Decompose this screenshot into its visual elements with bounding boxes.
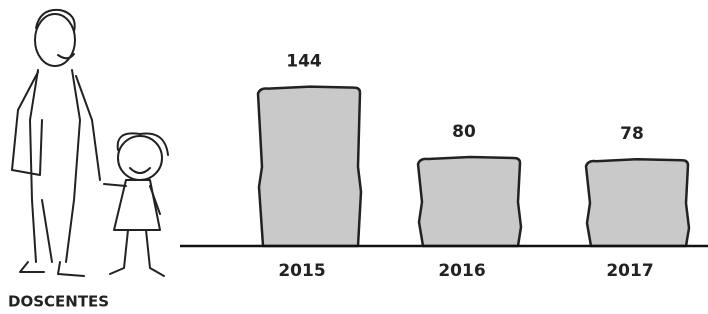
value-label: 80 — [452, 122, 476, 142]
x-tick-label: 2015 — [278, 261, 325, 281]
bar — [258, 87, 361, 246]
bar — [586, 159, 689, 246]
teacher-feet — [20, 262, 84, 276]
x-tick-label: 2017 — [606, 261, 653, 281]
chart: DOSCENTES 144 2015 80 2016 78 2017 — [0, 0, 708, 314]
teacher-arm — [12, 72, 42, 175]
x-tick-label: 2016 — [438, 261, 485, 281]
girl-arms — [104, 184, 160, 214]
girl-smile — [130, 168, 150, 173]
caption: DOSCENTES — [8, 293, 109, 311]
bar — [418, 157, 521, 246]
teacher-body — [30, 70, 80, 262]
value-label: 144 — [286, 52, 322, 72]
girl-dress — [114, 180, 160, 230]
girl-legs — [110, 230, 164, 276]
value-label: 78 — [620, 124, 644, 144]
illustration — [12, 10, 168, 276]
